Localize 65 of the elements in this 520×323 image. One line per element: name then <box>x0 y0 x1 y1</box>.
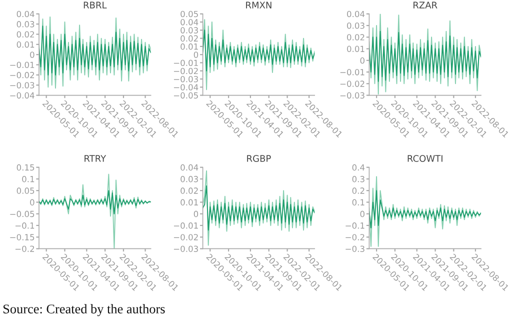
y-tick-label: 0.01 <box>180 43 198 50</box>
chart-title: RCOWTI <box>408 155 442 162</box>
y-tick-label: 0.01 <box>347 46 364 52</box>
y-tick-label: 0.02 <box>16 31 34 38</box>
y-tick-label: 0 <box>194 52 198 58</box>
y-tick-label: −0.02 <box>340 80 364 87</box>
y-tick-label: −0.04 <box>10 92 34 99</box>
y-tick-label: −0.02 <box>174 234 198 240</box>
chart-title: RBRL <box>84 2 107 8</box>
y-tick-label: −0.02 <box>10 72 34 78</box>
y-tick-label: 0.02 <box>347 34 364 40</box>
line-series <box>202 30 315 72</box>
y-tick-label: 0.03 <box>180 176 198 182</box>
y-tick-label: 0 <box>194 210 198 218</box>
line-series <box>39 26 151 76</box>
source-note: Source: Created by the authors <box>3 304 165 316</box>
y-tick-label: 0.01 <box>16 41 34 48</box>
y-tick-label: −0.1 <box>15 222 34 229</box>
y-tick-label: 0.1 <box>352 199 364 206</box>
y-tick-label: −0.01 <box>174 60 198 66</box>
y-tick-label: 0.03 <box>180 27 198 34</box>
y-tick-label: 0 <box>30 52 34 58</box>
chart-title: RMXN <box>246 2 272 8</box>
y-tick-label: 0.03 <box>16 21 34 28</box>
y-tick-label: 0.15 <box>16 164 34 171</box>
y-tick-label: −0.15 <box>10 234 34 240</box>
y-tick-label: −0.03 <box>174 246 198 252</box>
y-tick-label: 0.04 <box>180 19 198 26</box>
line-series <box>369 30 481 82</box>
y-tick-label: −0.01 <box>340 69 364 76</box>
y-tick-label: 0.04 <box>16 10 34 18</box>
y-tick-label: −0.2 <box>346 234 364 240</box>
y-tick-label: 0 <box>360 57 364 64</box>
y-tick-label: 0.05 <box>16 188 34 194</box>
y-tick-label: 0.3 <box>352 176 364 182</box>
y-tick-label: −0.1 <box>346 222 364 229</box>
y-tick-label: 0.05 <box>180 10 198 18</box>
y-tick-label: −0.04 <box>174 84 198 90</box>
y-tick-label: −0.05 <box>174 92 198 99</box>
y-tick-label: −0.01 <box>10 62 34 68</box>
y-tick-label: 0.01 <box>180 199 198 206</box>
y-tick-label: 0.1 <box>22 176 34 182</box>
y-tick-label: 0.02 <box>180 188 198 194</box>
y-tick-label: −0.05 <box>10 210 34 218</box>
y-tick-label: 0 <box>360 210 364 218</box>
line-series <box>369 190 481 228</box>
y-tick-label: 0.02 <box>180 35 198 42</box>
y-tick-label: 0 <box>30 199 34 206</box>
y-tick-label: −0.03 <box>174 76 198 82</box>
chart-title: RGBP <box>247 155 271 162</box>
y-tick-label: 0.04 <box>180 164 198 171</box>
y-tick-label: 0.03 <box>347 22 364 29</box>
chart-title: RTRY <box>84 155 106 162</box>
line-series <box>39 190 151 214</box>
line-series <box>202 185 315 231</box>
y-tick-label: 0.04 <box>347 10 365 18</box>
y-tick-label: −0.3 <box>346 246 364 252</box>
chart-title: RZAR <box>414 2 438 8</box>
y-tick-label: −0.01 <box>174 222 198 229</box>
y-tick-label: −0.2 <box>15 246 34 252</box>
y-tick-label: −0.02 <box>174 68 198 74</box>
y-tick-label: −0.03 <box>10 82 34 88</box>
y-tick-label: 0.4 <box>352 164 365 171</box>
y-tick-label: 0.2 <box>352 188 364 194</box>
y-tick-label: −0.03 <box>340 92 364 99</box>
